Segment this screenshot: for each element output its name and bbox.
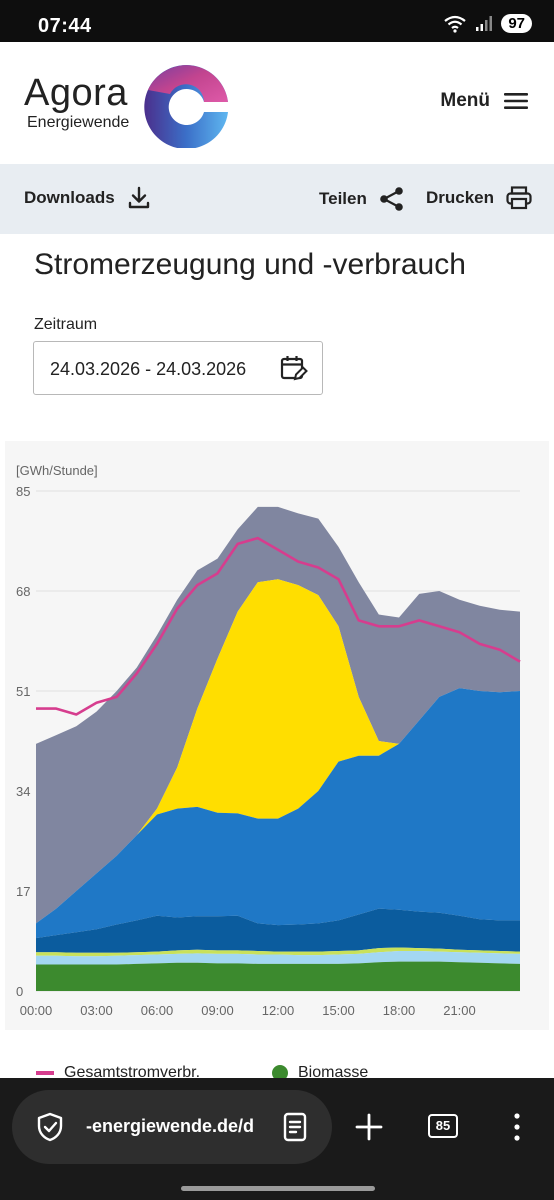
wifi-icon bbox=[444, 15, 466, 33]
share-label: Teilen bbox=[319, 189, 367, 208]
reader-mode-icon[interactable] bbox=[282, 1112, 308, 1142]
calendar-edit-icon bbox=[280, 356, 308, 381]
area-blue[interactable] bbox=[36, 688, 520, 939]
y-tick-label: 68 bbox=[16, 584, 30, 599]
url-text: -energiewende.de/d bbox=[86, 1116, 255, 1136]
downloads-button[interactable]: Downloads bbox=[24, 186, 151, 210]
address-bar[interactable]: -energiewende.de/d bbox=[12, 1090, 332, 1164]
status-bar: 07:44 97 bbox=[0, 0, 554, 42]
x-tick-label: 09:00 bbox=[201, 1003, 234, 1018]
gesture-home-bar[interactable] bbox=[181, 1186, 375, 1191]
shield-check-icon[interactable] bbox=[36, 1112, 64, 1142]
agora-logo-icon[interactable] bbox=[140, 56, 232, 148]
y-tick-label: 34 bbox=[16, 784, 30, 799]
x-tick-label: 06:00 bbox=[141, 1003, 174, 1018]
legend-item-consumption[interactable]: Gesamtstromverbr. bbox=[36, 1064, 200, 1082]
hamburger-icon bbox=[504, 93, 528, 109]
battery-indicator: 97 bbox=[501, 14, 532, 33]
site-header: Agora Energiewende Menü bbox=[0, 42, 554, 164]
page-toolbar: Downloads Teilen Drucken bbox=[0, 164, 554, 234]
menu-label: Menü bbox=[440, 90, 490, 111]
x-tick-label: 18:00 bbox=[383, 1003, 416, 1018]
area-dark-blue[interactable] bbox=[36, 908, 520, 953]
new-tab-plus-icon[interactable] bbox=[354, 1112, 384, 1142]
logo-title[interactable]: Agora bbox=[24, 72, 128, 114]
y-tick-label: 0 bbox=[16, 984, 23, 999]
range-label: Zeitraum bbox=[34, 316, 98, 333]
print-label: Drucken bbox=[426, 188, 495, 207]
status-icons: 97 bbox=[443, 14, 532, 33]
y-axis-unit-label: [GWh/Stunde] bbox=[16, 463, 98, 478]
page-title: Stromerzeugung und -verbrauch bbox=[34, 248, 466, 281]
y-tick-label: 51 bbox=[16, 684, 30, 699]
legend-item-biomasse[interactable]: Biomasse bbox=[272, 1064, 368, 1082]
share-button[interactable]: Teilen bbox=[319, 186, 405, 212]
area-light-blue[interactable] bbox=[36, 951, 520, 965]
date-range-picker[interactable]: 24.03.2026 - 24.03.2026 bbox=[33, 341, 323, 395]
area-biomasse[interactable] bbox=[36, 961, 520, 991]
x-tick-label: 15:00 bbox=[322, 1003, 355, 1018]
browser-bottom-bar: -energiewende.de/d 85 bbox=[0, 1078, 554, 1200]
legend-swatch-biomasse bbox=[272, 1065, 288, 1081]
download-icon bbox=[128, 186, 149, 209]
chart-container: [GWh/Stunde] 0 17 34 51 68 85 00:00 03:00 06:00… bbox=[5, 441, 549, 1030]
x-tick-label: 12:00 bbox=[262, 1003, 295, 1018]
x-tick-label: 00:00 bbox=[20, 1003, 53, 1018]
downloads-label: Downloads bbox=[24, 188, 115, 207]
legend-label-biomasse: Biomasse bbox=[298, 1064, 369, 1081]
area-solar[interactable] bbox=[36, 579, 520, 924]
tab-count-button[interactable]: 85 bbox=[428, 1114, 458, 1138]
chart-legend: Gesamtstromverbr. Biomasse bbox=[0, 1062, 554, 1082]
logo-subtitle: Energiewende bbox=[27, 114, 130, 131]
printer-icon bbox=[506, 186, 532, 210]
y-tick-label: 85 bbox=[16, 484, 30, 499]
x-tick-label: 03:00 bbox=[80, 1003, 113, 1018]
area-thin-band[interactable] bbox=[36, 947, 520, 957]
generation-chart[interactable]: [GWh/Stunde] 0 17 34 51 68 85 00:00 03:00 06:00… bbox=[5, 441, 549, 1030]
legend-swatch-consumption bbox=[36, 1071, 54, 1075]
area-gray[interactable] bbox=[36, 506, 520, 924]
date-range-value: 24.03.2026 - 24.03.2026 bbox=[50, 359, 247, 379]
signal-icon bbox=[476, 15, 493, 31]
print-button[interactable]: Drucken bbox=[426, 186, 532, 210]
y-tick-label: 17 bbox=[16, 884, 30, 899]
share-icon bbox=[380, 187, 403, 211]
menu-button[interactable]: Menü bbox=[440, 90, 528, 112]
status-time: 07:44 bbox=[38, 15, 92, 37]
consumption-line[interactable] bbox=[36, 536, 521, 716]
legend-label-consumption: Gesamtstromverbr. bbox=[64, 1064, 201, 1081]
x-tick-label: 21:00 bbox=[443, 1003, 476, 1018]
more-menu-icon[interactable] bbox=[510, 1112, 524, 1142]
